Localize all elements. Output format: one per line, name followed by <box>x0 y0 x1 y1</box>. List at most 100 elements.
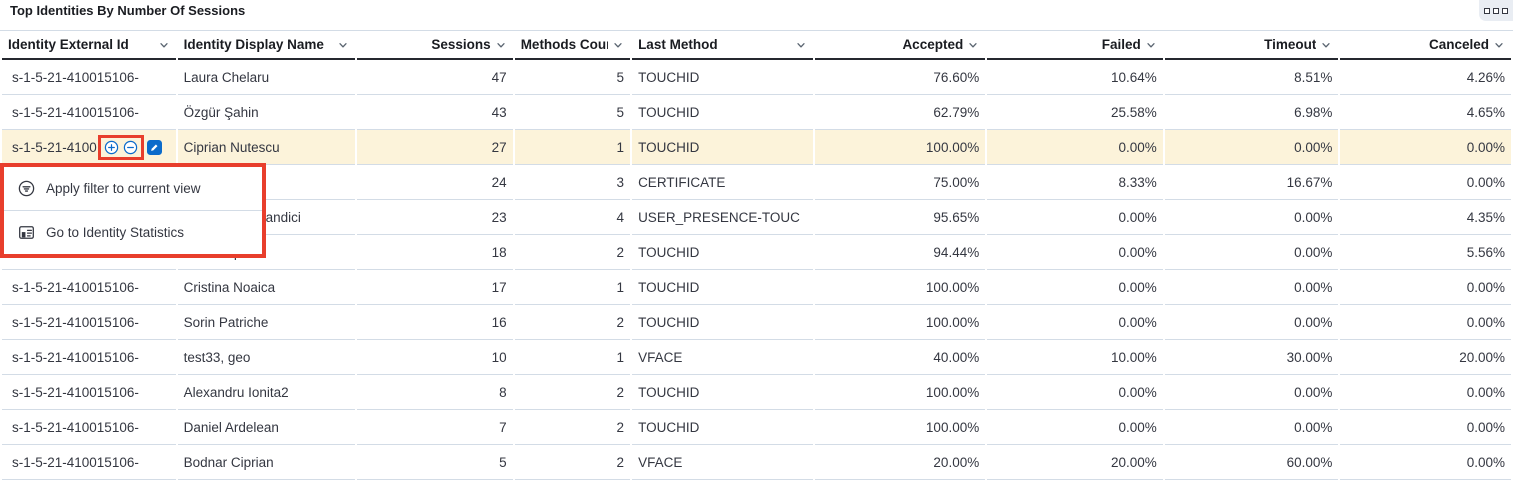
column-header-timeout[interactable]: Timeout <box>1164 31 1339 60</box>
column-label: Failed <box>1101 37 1141 52</box>
cell-methods_count: 2 <box>514 445 631 480</box>
column-header-display_name[interactable]: Identity Display Name <box>177 31 356 60</box>
cell-methods_count: 2 <box>514 410 631 445</box>
cell-display_name: Alexandru Ionita2 <box>177 375 356 410</box>
cell-last_method: TOUCHID <box>632 95 813 130</box>
cell-display_name: Ciprian Nutescu <box>177 130 356 165</box>
column-header-methods_count[interactable]: Methods Count <box>514 31 631 60</box>
cell-display_name: test33, geo <box>177 340 356 375</box>
column-header-last_method[interactable]: Last Method <box>632 31 813 60</box>
cell-methods_count: 5 <box>514 95 631 130</box>
context-menu-annotation: Apply filter to current view Go to Ident… <box>0 163 266 258</box>
cell-timeout: 0.00% <box>1164 410 1339 445</box>
cell-sessions: 18 <box>357 235 513 270</box>
cell-sessions: 27 <box>357 130 513 165</box>
cell-accepted: 100.00% <box>814 130 986 165</box>
edit-icon[interactable] <box>146 139 162 155</box>
cell-timeout: 0.00% <box>1164 200 1339 235</box>
cell-failed: 0.00% <box>987 200 1163 235</box>
cell-last_method: VFACE <box>632 340 813 375</box>
cell-canceled: 4.65% <box>1340 95 1511 130</box>
cell-methods_count: 1 <box>514 340 631 375</box>
cell-canceled: 0.00% <box>1340 305 1511 340</box>
cell-sessions: 23 <box>357 200 513 235</box>
cell-accepted: 100.00% <box>814 270 986 305</box>
column-label: Methods Count <box>520 37 608 52</box>
cell-failed: 0.00% <box>987 375 1163 410</box>
cell-last_method: TOUCHID <box>632 410 813 445</box>
cell-canceled: 0.00% <box>1340 375 1511 410</box>
chevron-down-icon <box>337 39 349 51</box>
panel-options-icon <box>1493 7 1499 14</box>
cell-display_name: Özgür Şahin <box>177 95 356 130</box>
table-row: s-1-5-21-410015106- Özgür Şahin 43 5 TOUCHID… <box>2 95 1511 130</box>
cell-sessions: 24 <box>357 165 513 200</box>
cell-timeout: 60.00% <box>1164 445 1339 480</box>
filter-for-icon[interactable] <box>104 140 119 155</box>
chevron-down-icon <box>795 39 807 51</box>
cell-external_id: s-1-5-21-410015106- <box>2 270 176 305</box>
menu-item-label: Go to Identity Statistics <box>46 225 185 240</box>
cell-display_name: Bodnar Ciprian <box>177 445 356 480</box>
cell-last_method: TOUCHID <box>632 270 813 305</box>
cell-failed: 10.64% <box>987 60 1163 95</box>
cell-canceled: 4.26% <box>1340 60 1511 95</box>
cell-accepted: 100.00% <box>814 375 986 410</box>
cell-failed: 0.00% <box>987 410 1163 445</box>
panel-options-button[interactable] <box>1479 0 1513 21</box>
column-header-external_id[interactable]: Identity External Id <box>2 31 176 60</box>
cell-text: s-1-5-21-4100 <box>12 139 97 155</box>
column-label: Identity Display Name <box>183 37 324 52</box>
cell-canceled: 20.00% <box>1340 340 1511 375</box>
table-row: s-1-5-21-410015106- Alexandru Ionita2 8 2 TO… <box>2 375 1511 410</box>
column-label: Canceled <box>1428 37 1489 52</box>
cell-failed: 0.00% <box>987 235 1163 270</box>
table-row: s-1-5-21-410015106- Bodnar Ciprian 5 2 VFACE… <box>2 445 1511 480</box>
cell-accepted: 75.00% <box>814 165 986 200</box>
cell-display_name: Cristina Noaica <box>177 270 356 305</box>
table-row: s-1-5-21-410015106- Laura Chelaru 47 5 TOUCH… <box>2 60 1511 95</box>
panel-options-icon <box>1502 7 1508 14</box>
chevron-down-icon <box>612 39 624 51</box>
cell-last_method: TOUCHID <box>632 235 813 270</box>
column-header-sessions[interactable]: Sessions <box>357 31 513 60</box>
cell-canceled: 0.00% <box>1340 130 1511 165</box>
cell-timeout: 8.51% <box>1164 60 1339 95</box>
cell-accepted: 100.00% <box>814 410 986 445</box>
table-row: s-1-5-21-410015106- Sorin Patriche 16 2 TOUC… <box>2 305 1511 340</box>
column-header-canceled[interactable]: Canceled <box>1340 31 1511 60</box>
cell-canceled: 0.00% <box>1340 410 1511 445</box>
cell-sessions: 7 <box>357 410 513 445</box>
cell-methods_count: 1 <box>514 270 631 305</box>
menu-item-go-to-identity-statistics[interactable]: Go to Identity Statistics <box>4 211 262 254</box>
menu-item-apply-filter[interactable]: Apply filter to current view <box>4 167 262 210</box>
filter-icon <box>18 180 35 197</box>
column-label: Last Method <box>638 37 718 52</box>
cell-failed: 0.00% <box>987 270 1163 305</box>
cell-canceled: 0.00% <box>1340 270 1511 305</box>
filter-out-icon[interactable] <box>123 140 138 155</box>
panel-options-icon <box>1484 7 1490 14</box>
chevron-down-icon <box>1320 39 1332 51</box>
cell-display_name: Laura Chelaru <box>177 60 356 95</box>
cell-timeout: 0.00% <box>1164 130 1339 165</box>
cell-sessions: 43 <box>357 95 513 130</box>
cell-last_method: CERTIFICATE <box>632 165 813 200</box>
statistics-icon <box>18 224 35 241</box>
chevron-down-icon <box>1145 39 1157 51</box>
cell-timeout: 16.67% <box>1164 165 1339 200</box>
cell-external_id: s-1-5-21-410015106- <box>2 60 176 95</box>
table-row: s-1-5-21-4100 Ciprian Nutescu 27 1 TOUCHID 10… <box>2 130 1511 165</box>
cell-sessions: 17 <box>357 270 513 305</box>
column-label: Identity External Id <box>8 37 129 52</box>
column-label: Accepted <box>902 37 964 52</box>
cell-accepted: 95.65% <box>814 200 986 235</box>
cell-last_method: VFACE <box>632 445 813 480</box>
column-header-accepted[interactable]: Accepted <box>814 31 986 60</box>
column-header-failed[interactable]: Failed <box>987 31 1163 60</box>
table-row: s-1-5-21-410015106- Cristina Noaica 17 1 TOU… <box>2 270 1511 305</box>
cell-external_id: s-1-5-21-410015106- <box>2 375 176 410</box>
chevron-down-icon <box>158 39 170 51</box>
cell-sessions: 8 <box>357 375 513 410</box>
cell-last_method: TOUCHID <box>632 130 813 165</box>
